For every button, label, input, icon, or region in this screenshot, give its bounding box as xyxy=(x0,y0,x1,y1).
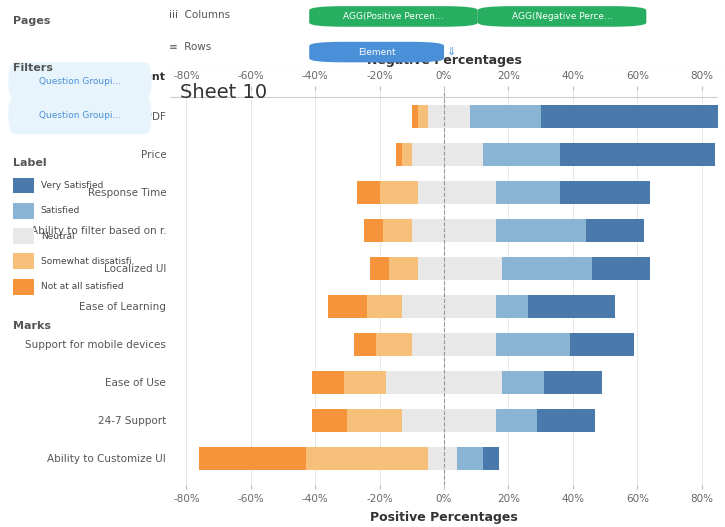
Bar xyxy=(386,371,444,394)
Bar xyxy=(354,333,376,356)
Text: iii  Columns: iii Columns xyxy=(169,10,230,20)
FancyBboxPatch shape xyxy=(13,178,34,193)
Bar xyxy=(444,105,470,128)
Bar xyxy=(541,105,718,128)
Bar xyxy=(428,447,444,470)
FancyBboxPatch shape xyxy=(8,62,152,100)
X-axis label: Positive Percentages: Positive Percentages xyxy=(370,511,518,524)
Bar xyxy=(418,181,444,203)
Bar xyxy=(586,219,644,241)
Bar xyxy=(444,219,496,241)
Bar xyxy=(412,333,444,356)
Text: Somewhat dissatisfi.: Somewhat dissatisfi. xyxy=(41,257,134,266)
Text: AGG(Negative Perce...: AGG(Negative Perce... xyxy=(512,12,613,21)
Text: Marks: Marks xyxy=(13,321,51,331)
Bar xyxy=(496,409,537,432)
Bar xyxy=(502,371,544,394)
Bar xyxy=(312,371,344,394)
Bar xyxy=(357,181,380,203)
Bar xyxy=(380,181,418,203)
Bar xyxy=(544,371,602,394)
Text: Pages: Pages xyxy=(13,16,51,26)
Text: Satisfied: Satisfied xyxy=(41,206,80,216)
Bar xyxy=(328,295,367,318)
Bar xyxy=(483,447,499,470)
FancyBboxPatch shape xyxy=(13,279,34,295)
Bar xyxy=(496,219,586,241)
FancyBboxPatch shape xyxy=(8,96,152,134)
Bar xyxy=(496,295,528,318)
Bar xyxy=(444,143,483,165)
Bar xyxy=(383,219,412,241)
Bar xyxy=(396,143,402,165)
Text: Very Satisfied: Very Satisfied xyxy=(41,181,103,190)
Bar xyxy=(457,447,483,470)
Text: AGG(Positive Percen...: AGG(Positive Percen... xyxy=(343,12,444,21)
Bar xyxy=(418,257,444,280)
Bar xyxy=(560,181,650,203)
Text: Element: Element xyxy=(358,47,395,56)
Bar xyxy=(470,105,541,128)
Bar xyxy=(376,333,412,356)
Bar xyxy=(412,219,444,241)
Bar xyxy=(444,333,496,356)
Bar xyxy=(389,257,418,280)
Bar xyxy=(412,105,418,128)
Bar xyxy=(444,409,496,432)
Bar xyxy=(537,409,595,432)
Bar xyxy=(570,333,634,356)
FancyBboxPatch shape xyxy=(309,6,478,27)
Text: Not at all satisfied: Not at all satisfied xyxy=(41,282,123,291)
Bar xyxy=(363,219,383,241)
Text: Label: Label xyxy=(13,158,46,168)
Bar xyxy=(367,295,402,318)
FancyBboxPatch shape xyxy=(478,6,646,27)
Text: Question Groupi...: Question Groupi... xyxy=(39,111,121,120)
Bar xyxy=(502,257,592,280)
Bar xyxy=(199,447,306,470)
Bar xyxy=(370,257,389,280)
Bar xyxy=(306,447,428,470)
Text: Neutral: Neutral xyxy=(41,231,75,241)
Bar xyxy=(344,371,386,394)
FancyBboxPatch shape xyxy=(13,253,34,269)
Bar xyxy=(412,143,444,165)
Text: Sheet 10: Sheet 10 xyxy=(180,83,267,102)
Bar xyxy=(444,257,502,280)
Bar xyxy=(592,257,650,280)
Bar xyxy=(444,447,457,470)
Text: Element: Element xyxy=(114,72,165,82)
Bar xyxy=(418,105,428,128)
FancyBboxPatch shape xyxy=(309,42,444,62)
Bar xyxy=(496,333,570,356)
Bar xyxy=(402,295,444,318)
X-axis label: Negative Percentages: Negative Percentages xyxy=(367,54,521,66)
Bar xyxy=(560,143,715,165)
Text: Question Groupi...: Question Groupi... xyxy=(39,76,121,86)
FancyBboxPatch shape xyxy=(13,203,34,219)
Text: ⇓: ⇓ xyxy=(447,47,456,57)
Bar xyxy=(483,143,560,165)
FancyBboxPatch shape xyxy=(13,228,34,244)
Bar xyxy=(496,181,560,203)
Bar xyxy=(444,371,502,394)
Bar xyxy=(312,409,347,432)
Text: Filters: Filters xyxy=(13,63,53,73)
Text: ≡  Rows: ≡ Rows xyxy=(169,43,211,53)
Bar xyxy=(402,409,444,432)
Bar xyxy=(402,143,412,165)
Bar xyxy=(528,295,615,318)
Bar xyxy=(444,181,496,203)
Bar xyxy=(444,295,496,318)
Bar xyxy=(428,105,444,128)
Bar xyxy=(347,409,402,432)
